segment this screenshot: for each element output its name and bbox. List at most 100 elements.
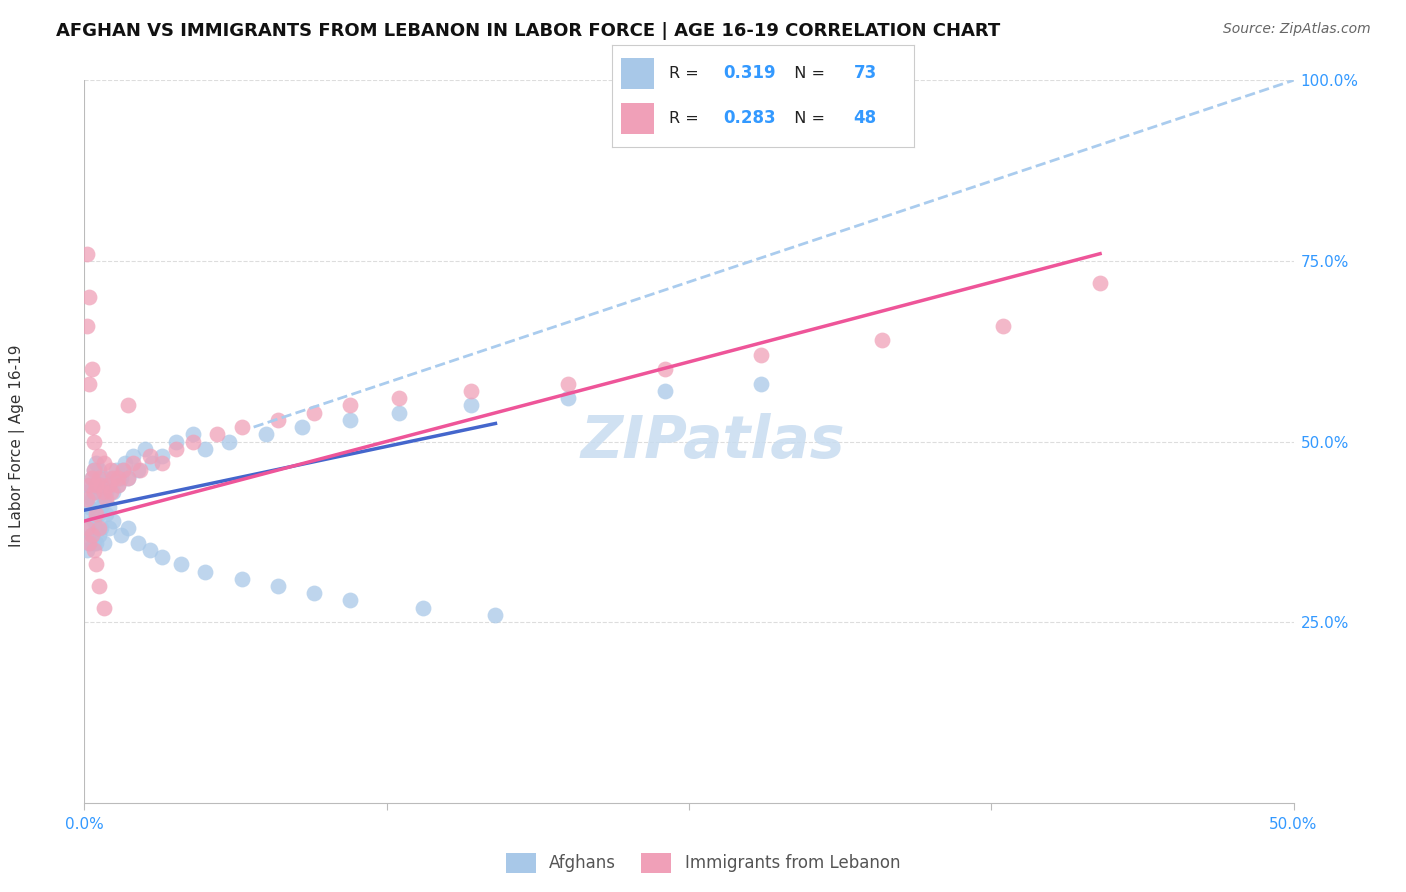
- Point: [80, 492, 103, 507]
- Point: [83, 535, 105, 549]
- Point: [76, 507, 98, 521]
- Point: [107, 478, 129, 492]
- Bar: [620, 58, 654, 88]
- Point: [83, 463, 105, 477]
- Point: [110, 528, 132, 542]
- Point: [207, 427, 229, 442]
- Point: [80, 528, 103, 542]
- Point: [87, 463, 110, 477]
- Point: [1088, 276, 1111, 290]
- Point: [86, 478, 108, 492]
- Point: [254, 427, 277, 442]
- Point: [291, 420, 314, 434]
- Point: [86, 558, 108, 572]
- Text: 48: 48: [853, 110, 876, 128]
- Point: [127, 463, 149, 477]
- Point: [87, 528, 110, 542]
- Point: [93, 470, 115, 484]
- Point: [83, 485, 105, 500]
- Point: [557, 391, 579, 405]
- Point: [114, 456, 136, 470]
- Point: [100, 470, 122, 484]
- Point: [77, 290, 100, 304]
- Point: [302, 406, 325, 420]
- Point: [134, 442, 156, 456]
- Point: [87, 521, 110, 535]
- Point: [117, 470, 139, 484]
- Point: [103, 514, 125, 528]
- Point: [267, 413, 290, 427]
- Point: [339, 398, 361, 412]
- Point: [339, 593, 361, 607]
- Point: [94, 492, 117, 507]
- Point: [388, 406, 411, 420]
- Point: [339, 413, 361, 427]
- Point: [87, 449, 110, 463]
- Point: [94, 485, 117, 500]
- Point: [103, 485, 125, 500]
- Point: [83, 463, 105, 477]
- Legend: Afghans, Immigrants from Lebanon: Afghans, Immigrants from Lebanon: [499, 847, 907, 880]
- Point: [87, 470, 110, 484]
- Point: [141, 456, 163, 470]
- Bar: [620, 103, 654, 134]
- Text: Source: ZipAtlas.com: Source: ZipAtlas.com: [1223, 22, 1371, 37]
- Point: [83, 434, 105, 449]
- Point: [90, 500, 112, 514]
- Point: [557, 376, 579, 391]
- Point: [103, 470, 125, 484]
- Point: [93, 600, 115, 615]
- Point: [654, 362, 676, 376]
- Text: In Labor Force | Age 16-19: In Labor Force | Age 16-19: [8, 344, 25, 548]
- Point: [97, 478, 120, 492]
- Point: [80, 470, 103, 484]
- Point: [107, 470, 129, 484]
- Point: [460, 384, 482, 398]
- Point: [231, 572, 253, 586]
- Point: [76, 492, 98, 507]
- Point: [93, 492, 115, 507]
- Text: R =: R =: [669, 66, 704, 81]
- Point: [77, 535, 100, 549]
- Point: [90, 521, 112, 535]
- Point: [76, 542, 98, 557]
- Point: [412, 600, 434, 615]
- Text: 0.283: 0.283: [724, 110, 776, 128]
- Point: [460, 398, 482, 412]
- Point: [83, 485, 105, 500]
- Text: 73: 73: [853, 64, 877, 82]
- Point: [112, 463, 135, 477]
- Point: [138, 449, 160, 463]
- Point: [76, 521, 98, 535]
- Point: [77, 478, 100, 492]
- Point: [267, 579, 290, 593]
- Point: [993, 318, 1015, 333]
- Point: [218, 434, 240, 449]
- Point: [170, 558, 193, 572]
- Text: AFGHAN VS IMMIGRANTS FROM LEBANON IN LABOR FORCE | AGE 16-19 CORRELATION CHART: AFGHAN VS IMMIGRANTS FROM LEBANON IN LAB…: [56, 22, 1001, 40]
- Point: [165, 434, 187, 449]
- Point: [121, 449, 143, 463]
- Point: [97, 500, 120, 514]
- Point: [150, 449, 173, 463]
- Point: [80, 528, 103, 542]
- Point: [77, 521, 100, 535]
- Point: [112, 463, 135, 477]
- Point: [86, 535, 108, 549]
- Point: [181, 427, 204, 442]
- Point: [484, 607, 506, 622]
- Point: [100, 485, 122, 500]
- Point: [751, 376, 773, 391]
- Point: [87, 507, 110, 521]
- Point: [77, 535, 100, 549]
- Point: [76, 485, 98, 500]
- Point: [388, 391, 411, 405]
- Point: [121, 456, 143, 470]
- Point: [117, 398, 139, 412]
- Point: [97, 521, 120, 535]
- Point: [127, 535, 149, 549]
- Point: [107, 478, 129, 492]
- Point: [80, 362, 103, 376]
- Point: [77, 478, 100, 492]
- Point: [76, 246, 98, 260]
